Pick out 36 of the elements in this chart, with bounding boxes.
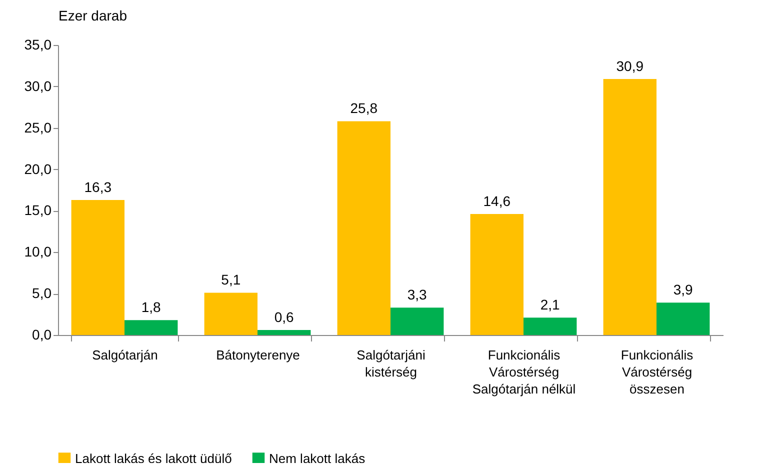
legend-label: Nem lakott lakás <box>269 450 366 466</box>
y-axis-title: Ezer darab <box>58 8 128 24</box>
x-tick-label: Funkcionális Várostérség Salgótarján nélkül <box>472 348 576 396</box>
y-tick-label: 10,0 <box>24 244 52 260</box>
y-tick-label: 15,0 <box>24 202 52 218</box>
bar <box>390 308 444 335</box>
x-tick-label: Salgótarjáni kistérség <box>356 348 426 380</box>
bar <box>258 330 311 335</box>
y-tick-label: 5,0 <box>32 285 52 302</box>
bar <box>524 318 577 335</box>
x-tick-label: Bátonyterenye <box>216 348 300 362</box>
data-label: 1,8 <box>141 299 162 316</box>
y-tick-label: 30,0 <box>24 78 52 94</box>
data-label: 5,1 <box>221 272 241 288</box>
bar <box>470 214 524 335</box>
bar <box>204 292 258 335</box>
data-label: 16,3 <box>84 178 112 195</box>
bar <box>337 121 390 335</box>
x-tick-label: Salgótarján <box>92 348 158 362</box>
y-tick-label: 0,0 <box>32 326 52 342</box>
bar <box>124 320 178 335</box>
legend-label: Lakott lakás és lakott üdülő <box>75 450 232 466</box>
y-tick-label: 25,0 <box>24 119 52 136</box>
bar <box>71 200 124 335</box>
bar <box>603 78 656 335</box>
y-tick-label: 20,0 <box>24 160 52 177</box>
bar <box>656 302 710 335</box>
data-label: 2,1 <box>540 296 560 313</box>
data-label: 25,8 <box>350 100 378 116</box>
data-label: 14,6 <box>483 193 511 210</box>
x-tick-label: Funkcionális Várostérség összesen <box>620 348 694 396</box>
data-label: 3,3 <box>407 286 428 303</box>
data-label: 30,9 <box>616 58 644 74</box>
data-label: 3,9 <box>673 282 694 298</box>
y-tick-label: 35,0 <box>24 36 52 52</box>
data-label: 0,6 <box>274 309 294 326</box>
